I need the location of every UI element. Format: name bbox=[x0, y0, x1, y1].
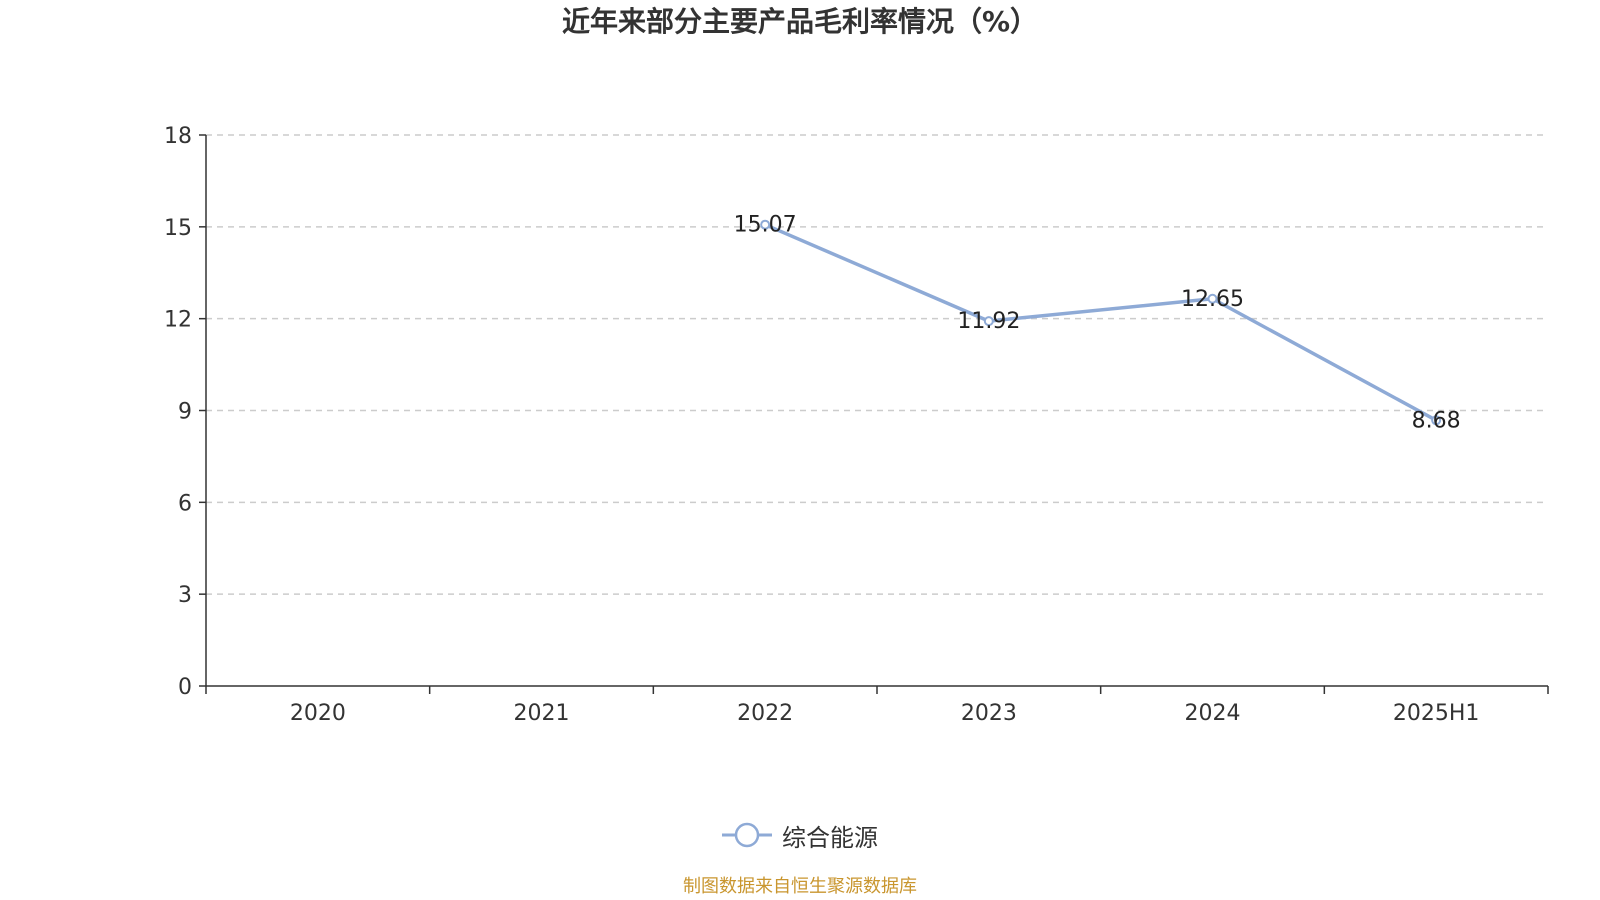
y-tick-label: 9 bbox=[178, 400, 192, 425]
x-tick-label: 2021 bbox=[514, 701, 570, 726]
data-label: 8.68 bbox=[1412, 408, 1461, 433]
data-label: 12.65 bbox=[1181, 287, 1244, 312]
x-tick-label: 2020 bbox=[290, 701, 346, 726]
legend-line-marker-icon bbox=[722, 822, 772, 848]
y-tick-label: 0 bbox=[178, 675, 192, 700]
chart-title: 近年来部分主要产品毛利率情况（%） bbox=[561, 5, 1039, 38]
x-tick-label: 2023 bbox=[961, 701, 1017, 726]
data-labels: 15.07 11.92 12.65 8.68 bbox=[734, 213, 1461, 434]
y-tick-label: 12 bbox=[164, 308, 192, 333]
series-line bbox=[764, 223, 1438, 422]
x-axis-ticks: 2020 2021 2022 2023 2024 2025H1 bbox=[205, 686, 1549, 726]
data-point[interactable] bbox=[1431, 415, 1442, 426]
legend-item[interactable]: 综合能源 bbox=[722, 818, 878, 853]
data-label: 11.92 bbox=[957, 309, 1020, 334]
legend: 综合能源 bbox=[0, 818, 1600, 853]
y-tick-label: 6 bbox=[178, 491, 192, 516]
data-label: 15.07 bbox=[734, 213, 797, 238]
y-tick-label: 3 bbox=[178, 583, 192, 608]
data-point[interactable] bbox=[1207, 293, 1218, 304]
legend-label: 综合能源 bbox=[782, 823, 878, 852]
y-tick-label: 18 bbox=[164, 124, 192, 149]
grid-lines bbox=[206, 134, 1548, 595]
data-point[interactable] bbox=[760, 219, 771, 230]
x-tick-label: 2024 bbox=[1185, 701, 1241, 726]
data-point[interactable] bbox=[983, 316, 994, 327]
x-tick-label: 2022 bbox=[737, 701, 793, 726]
x-tick-label: 2025H1 bbox=[1393, 701, 1480, 726]
source-note: 制图数据来自恒生聚源数据库 bbox=[683, 876, 917, 897]
series-group bbox=[760, 219, 1442, 426]
y-tick-label: 15 bbox=[164, 216, 192, 241]
y-axis-ticks: 0 3 6 9 12 15 18 bbox=[164, 124, 206, 700]
